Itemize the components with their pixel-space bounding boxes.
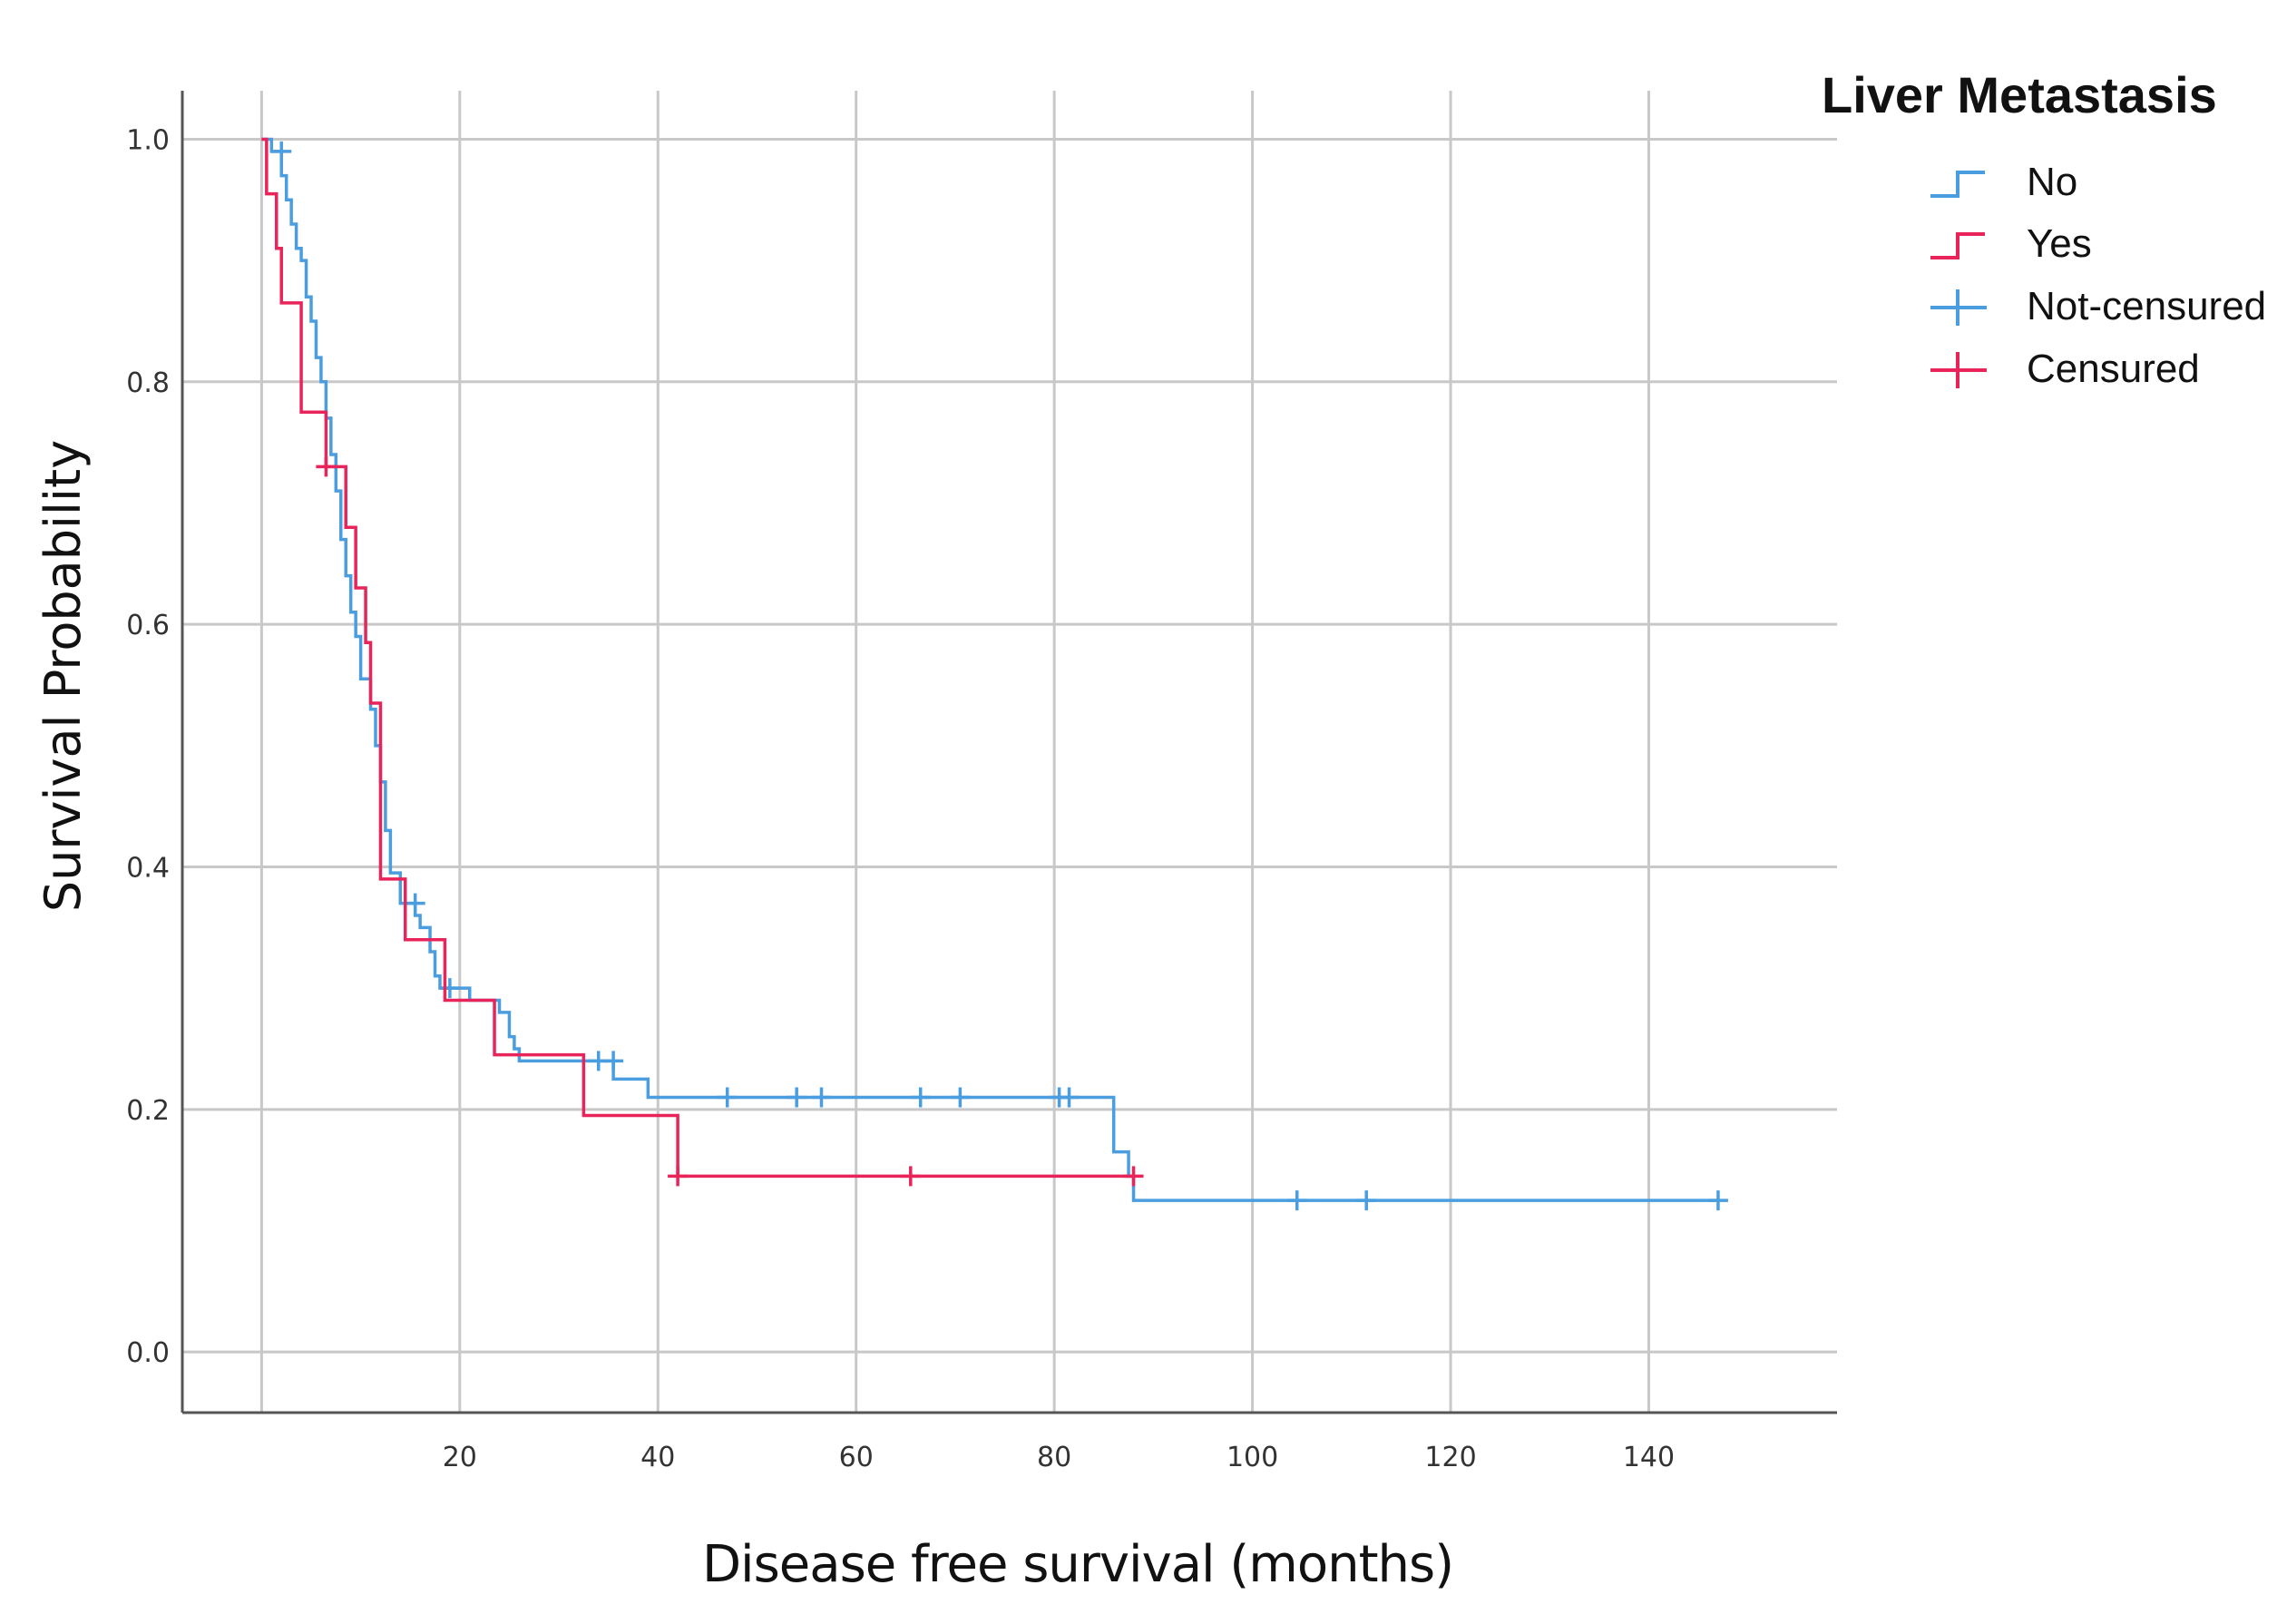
legend-censor-icon: [1930, 352, 1987, 388]
y-tick-label: 0.6: [126, 610, 170, 641]
legend-label: Yes: [2027, 221, 2092, 266]
legend-line-icon: [1930, 171, 1985, 198]
legend-label: No: [2027, 160, 2077, 204]
censor-mark: [1286, 1190, 1307, 1211]
censor-mark: [787, 1087, 807, 1108]
legend-item-yes: Yes: [1930, 221, 2092, 266]
censor-mark: [717, 1087, 738, 1108]
censor-mark: [668, 1166, 689, 1187]
legend-label: Not-censured: [2027, 284, 2266, 328]
x-tick-label: 20: [443, 1442, 477, 1473]
censor-mark: [271, 141, 292, 161]
series-no: [261, 137, 1728, 1211]
censor-mark: [1707, 1190, 1728, 1211]
grid-lines: [182, 91, 1837, 1413]
x-tick-label: 60: [839, 1442, 874, 1473]
y-axis-title: Survival Probability: [34, 440, 92, 912]
legend-title: Liver Metastasis: [1822, 66, 2217, 123]
series-layer: [261, 137, 1728, 1211]
legend-line-icon: [1930, 232, 1985, 259]
censor-mark: [439, 978, 460, 999]
legend-item-censured: Censured: [1930, 347, 2200, 391]
censor-mark: [603, 1051, 624, 1071]
survival-curve-no: [261, 137, 1718, 1202]
x-tick-label: 80: [1037, 1442, 1071, 1473]
censor-mark: [910, 1087, 931, 1108]
legend-censor-icon: [1930, 289, 1987, 326]
censor-mark: [405, 893, 425, 914]
censor-mark: [1059, 1087, 1080, 1108]
censor-mark: [811, 1087, 832, 1108]
axes: [181, 91, 1837, 1414]
censor-mark: [316, 456, 337, 477]
legend-item-no: No: [1930, 160, 2077, 204]
censor-mark: [950, 1087, 971, 1108]
legend-label: Censured: [2027, 347, 2200, 391]
x-axis-title: Disease free survival (months): [702, 1535, 1453, 1594]
y-tick-label: 0.8: [126, 367, 170, 399]
tick-labels: 20 40 60 80 100 120 140 0.0 0.2 0.4 0.6 0.8 1.0: [126, 124, 1675, 1473]
y-tick-label: 1.0: [126, 124, 170, 156]
y-tick-label: 0.4: [126, 852, 170, 884]
y-tick-label: 0.0: [126, 1337, 170, 1369]
x-tick-label: 120: [1424, 1442, 1476, 1473]
legend: Liver Metastasis No Yes Not-censured Cen…: [1822, 66, 2266, 391]
censor-mark: [1356, 1190, 1377, 1211]
x-tick-label: 100: [1226, 1442, 1278, 1473]
x-tick-label: 40: [640, 1442, 675, 1473]
survival-curve-yes: [261, 137, 1134, 1179]
series-yes: [261, 137, 1144, 1187]
x-tick-label: 140: [1623, 1442, 1675, 1473]
y-tick-label: 0.2: [126, 1095, 170, 1127]
censor-mark: [1123, 1166, 1144, 1187]
legend-item-not-censured: Not-censured: [1930, 284, 2266, 328]
censor-mark: [900, 1166, 921, 1187]
